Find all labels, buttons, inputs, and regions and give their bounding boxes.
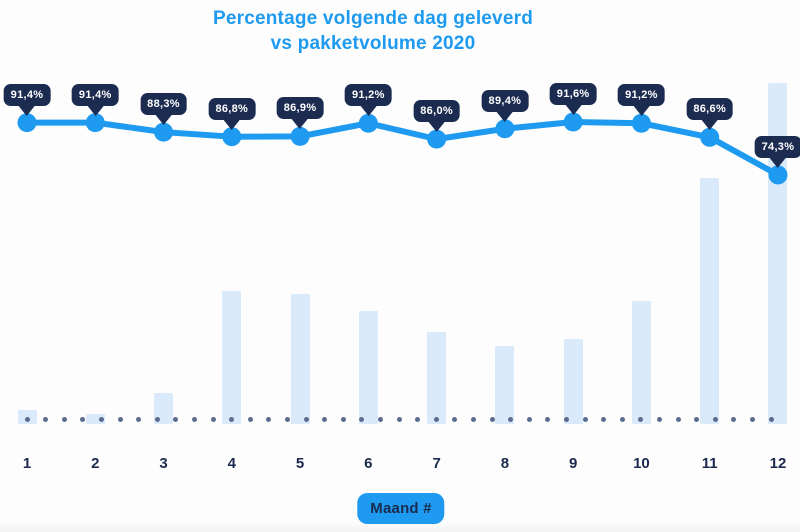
value-tooltip: 88,3%: [140, 93, 187, 116]
volume-bar: [85, 413, 105, 424]
x-tick-label: 12: [769, 455, 787, 472]
baseline-dot: [24, 416, 30, 422]
data-point-marker: [222, 127, 242, 147]
baseline-dot: [526, 416, 532, 422]
baseline-dot: [377, 416, 383, 422]
baseline-dot: [582, 416, 588, 422]
x-tick-label: 7: [432, 455, 441, 472]
baseline-dot: [731, 416, 737, 422]
volume-bar: [631, 301, 651, 424]
data-point-marker: [700, 127, 720, 147]
volume-bar: [154, 393, 174, 424]
baseline-dot: [470, 416, 476, 422]
volume-bar: [563, 338, 583, 424]
volume-bar: [427, 331, 447, 424]
volume-bar: [222, 291, 242, 424]
page-bottom-edge: [0, 522, 800, 532]
x-tick-label: 5: [295, 455, 305, 472]
volume-bar: [290, 294, 310, 424]
volume-bar: [495, 345, 515, 424]
data-point-marker: [631, 113, 651, 133]
x-axis-label-badge: Maand #: [357, 493, 445, 524]
baseline-dot: [191, 416, 197, 422]
data-point-marker: [85, 113, 105, 133]
baseline-dot: [340, 416, 346, 422]
chart-title: Percentage volgende dag geleverd vs pakk…: [0, 6, 746, 56]
baseline-dot: [359, 416, 365, 422]
value-tooltip: 91,4%: [71, 83, 119, 106]
baseline-dot: [303, 416, 309, 422]
baseline-dot: [601, 416, 607, 422]
x-tick-label: 2: [91, 455, 100, 472]
value-tooltip: 89,4%: [481, 89, 529, 112]
chart-title-line2: vs pakketvolume 2020: [270, 33, 476, 54]
baseline-dot: [694, 416, 700, 422]
data-point-marker: [17, 113, 37, 133]
baseline-dot: [712, 416, 718, 422]
baseline-dot: [43, 416, 49, 422]
baseline-dot: [98, 416, 104, 422]
data-point-marker: [154, 122, 174, 142]
baseline-dot: [675, 416, 681, 422]
data-point-marker: [427, 129, 447, 149]
volume-bar: [768, 83, 788, 424]
baseline-dot: [656, 416, 662, 422]
data-point-marker: [290, 126, 310, 146]
baseline-dot: [545, 416, 551, 422]
value-tooltip: 86,6%: [686, 98, 734, 121]
baseline-dot: [749, 416, 755, 422]
x-tick-label: 4: [227, 455, 236, 472]
chart-title-line1: Percentage volgende dag geleverd: [212, 8, 533, 29]
baseline-dot: [768, 416, 774, 422]
baseline-dot: [508, 416, 514, 422]
x-tick-label: 6: [364, 455, 373, 472]
baseline-dot: [322, 416, 328, 422]
x-tick-label: 3: [159, 455, 168, 472]
value-tooltip: 86,8%: [208, 97, 256, 120]
value-tooltip: 86,9%: [276, 97, 324, 120]
x-tick-label: 9: [568, 455, 578, 472]
x-tick-label: 10: [633, 455, 650, 472]
baseline-dot: [229, 416, 235, 422]
x-tick-label: 8: [500, 455, 510, 472]
baseline-dot: [638, 416, 644, 422]
value-tooltip: 86,0%: [413, 100, 460, 123]
baseline-dot: [80, 416, 86, 422]
value-tooltip: 91,2%: [344, 84, 392, 107]
data-point-marker: [563, 112, 583, 132]
baseline-dot: [563, 416, 569, 422]
data-point-marker: [495, 119, 515, 139]
baseline-dot: [396, 416, 402, 422]
x-tick-label: 1: [22, 455, 32, 472]
value-tooltip: 91,2%: [618, 84, 665, 107]
value-tooltip: 74,3%: [754, 135, 800, 158]
baseline-dot: [173, 416, 179, 422]
baseline-dot: [489, 416, 495, 422]
baseline-dot: [284, 416, 290, 422]
baseline-dot: [117, 416, 123, 422]
baseline-dot: [415, 416, 421, 422]
volume-bar: [700, 178, 720, 424]
baseline-dot: [433, 416, 439, 422]
baseline-dot: [154, 416, 160, 422]
x-tick-label: 11: [701, 455, 718, 472]
baseline-dot: [61, 416, 67, 422]
baseline-dot: [247, 416, 253, 422]
baseline-dot: [136, 416, 142, 422]
line-series: [24, 119, 781, 178]
data-point-marker: [358, 113, 378, 133]
volume-bar: [358, 311, 378, 424]
baseline-dot: [619, 416, 625, 422]
baseline-dot: [210, 416, 216, 422]
baseline-dot: [452, 416, 458, 422]
value-tooltip: 91,6%: [549, 83, 597, 105]
baseline-dot: [266, 416, 272, 422]
value-tooltip: 91,4%: [3, 83, 51, 106]
